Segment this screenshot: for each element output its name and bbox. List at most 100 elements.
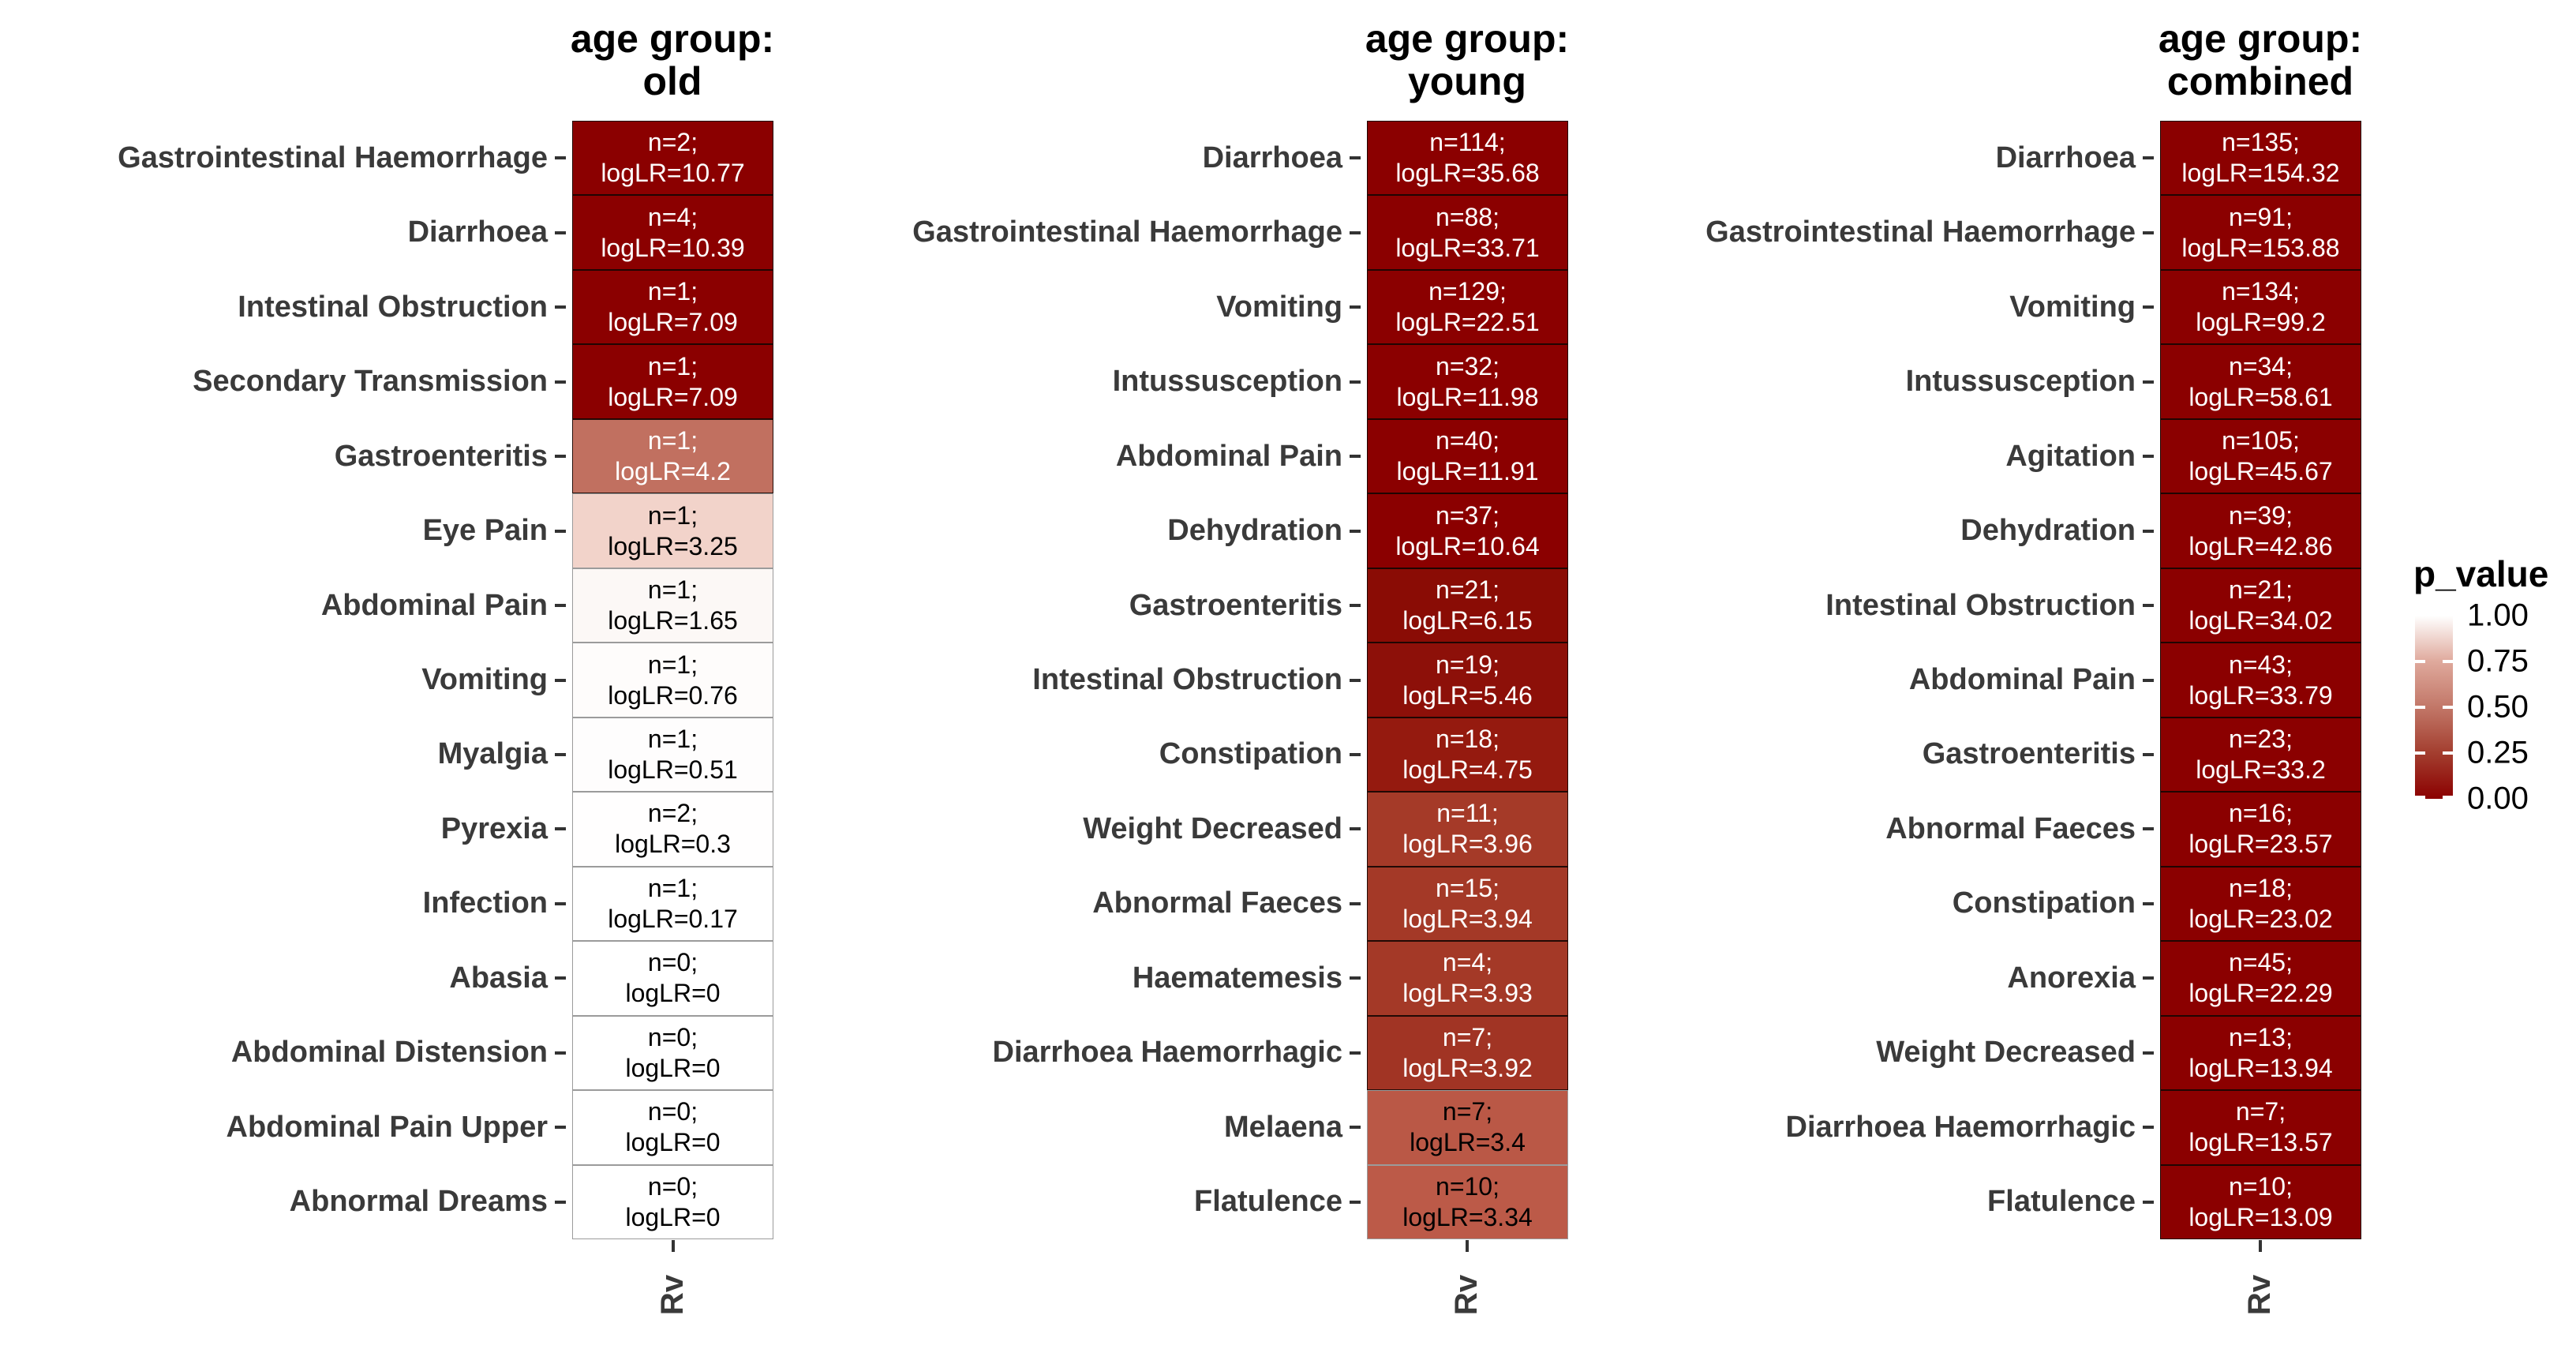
cell-n-text: n=10; xyxy=(2229,1171,2293,1201)
y-axis-label-text: Abasia xyxy=(449,961,548,995)
cell-n-text: n=32; xyxy=(1436,351,1500,380)
y-axis-tick xyxy=(1350,901,1361,905)
y-axis-label: Diarrhoea xyxy=(28,195,572,269)
y-axis-label: Abdominal Pain xyxy=(28,568,572,643)
cell-loglr-text: logLR=154.32 xyxy=(2181,159,2340,188)
y-axis-label-text: Gastroenteritis xyxy=(334,439,548,473)
y-axis-label-text: Vomiting xyxy=(421,663,548,697)
cell-n-text: n=0; xyxy=(647,1097,698,1126)
y-axis-label: Dehydration xyxy=(1608,493,2160,568)
cell-loglr-text: logLR=45.67 xyxy=(2188,457,2333,486)
legend-notch xyxy=(2443,706,2453,709)
heatmap-cell: n=7; logLR=13.57 xyxy=(2160,1090,2361,1165)
y-axis-label-text: Dehydration xyxy=(1167,514,1342,548)
heatmap-cell: n=4; logLR=3.93 xyxy=(1367,941,1568,1016)
legend-tick-label: 1.00 xyxy=(2467,598,2529,633)
cell-n-text: n=40; xyxy=(1436,426,1500,455)
legend-tick-label: 0.25 xyxy=(2467,735,2529,770)
y-axis-label: Vomiting xyxy=(1608,270,2160,344)
y-axis-tick xyxy=(2143,901,2154,905)
y-axis-label: Eye Pain xyxy=(28,493,572,568)
cell-loglr-text: logLR=0.17 xyxy=(608,904,738,933)
y-axis-label: Diarrhoea Haemorrhagic xyxy=(814,1016,1367,1090)
y-axis-label: Haematemesis xyxy=(814,941,1367,1015)
heatmap-cell: n=2; logLR=0.3 xyxy=(572,792,773,867)
x-axis-label: Rv xyxy=(1450,1258,1485,1331)
x-axis-label: Rv xyxy=(2243,1258,2278,1331)
y-axis-tick xyxy=(1350,678,1361,682)
y-axis-tick xyxy=(555,156,566,160)
cell-n-text: n=1; xyxy=(647,575,698,605)
heatmap-cell: n=1; logLR=7.09 xyxy=(572,269,773,345)
y-axis-label-text: Abdominal Pain xyxy=(1115,439,1342,473)
y-axis-label: Abdominal Pain xyxy=(1608,643,2160,717)
heatmap-cell: n=0; logLR=0 xyxy=(572,1164,773,1240)
cell-n-text: n=23; xyxy=(2229,724,2293,753)
cell-loglr-text: logLR=3.96 xyxy=(1402,830,1533,859)
cell-loglr-text: logLR=153.88 xyxy=(2181,233,2340,262)
y-axis-label: Dehydration xyxy=(814,493,1367,568)
heatmap-cell: n=1; logLR=3.25 xyxy=(572,493,773,568)
y-axis-tick xyxy=(2143,156,2154,160)
cell-n-text: n=1; xyxy=(647,277,698,306)
cell-loglr-text: logLR=42.86 xyxy=(2188,531,2333,560)
cell-loglr-text: logLR=0 xyxy=(625,979,721,1008)
y-axis-label: Constipation xyxy=(1608,867,2160,941)
y-axis-label-text: Eye Pain xyxy=(422,514,548,548)
y-axis-tick xyxy=(555,604,566,608)
y-axis-tick xyxy=(1350,1200,1361,1204)
heatmap-cell: n=134; logLR=99.2 xyxy=(2160,269,2361,345)
facet-title-combined: age group: combined xyxy=(1945,17,2576,103)
cell-n-text: n=135; xyxy=(2222,128,2300,157)
y-axis-tick xyxy=(1350,1051,1361,1055)
heatmap-cell: n=1; logLR=7.09 xyxy=(572,344,773,419)
cell-loglr-text: logLR=11.91 xyxy=(1396,457,1539,486)
facet-title-line1: age group: xyxy=(570,17,775,61)
y-axis-label: Gastroenteritis xyxy=(1608,718,2160,792)
cell-n-text: n=39; xyxy=(2229,500,2293,530)
cell-loglr-text: logLR=22.29 xyxy=(2188,979,2333,1008)
x-axis-label-text: Rv xyxy=(655,1274,691,1315)
cell-n-text: n=11; xyxy=(1436,799,1499,828)
cell-n-text: n=15; xyxy=(1436,873,1500,902)
heatmap-cell: n=45; logLR=22.29 xyxy=(2160,941,2361,1016)
y-axis-label: Infection xyxy=(28,867,572,941)
heatmap-cell: n=105; logLR=45.67 xyxy=(2160,418,2361,494)
y-axis-label-text: Pyrexia xyxy=(440,811,548,845)
heatmap-cell: n=135; logLR=154.32 xyxy=(2160,121,2361,196)
cell-n-text: n=13; xyxy=(2229,1022,2293,1051)
y-axis-tick xyxy=(2143,529,2154,533)
y-axis-tick xyxy=(555,827,566,831)
heatmap-cell: n=7; logLR=3.92 xyxy=(1367,1015,1568,1091)
cell-loglr-text: logLR=22.51 xyxy=(1395,308,1540,337)
facet-panel-combined: Diarrhoea n=135; logLR=154.32 Gastrointe… xyxy=(1608,121,2361,1240)
cell-n-text: n=1; xyxy=(647,351,698,380)
facet-title-line2: old xyxy=(642,59,702,103)
cell-loglr-text: logLR=6.15 xyxy=(1402,606,1533,635)
cell-loglr-text: logLR=0.3 xyxy=(615,830,731,859)
cell-n-text: n=21; xyxy=(1436,575,1500,605)
heatmap-cell: n=39; logLR=42.86 xyxy=(2160,493,2361,568)
cell-loglr-text: logLR=1.65 xyxy=(608,606,738,635)
heatmap-cell: n=32; logLR=11.98 xyxy=(1367,344,1568,419)
cell-loglr-text: logLR=99.2 xyxy=(2196,308,2326,337)
y-axis-label: Vomiting xyxy=(28,643,572,717)
y-axis-tick xyxy=(555,305,566,309)
y-axis-tick xyxy=(555,1126,566,1130)
cell-n-text: n=4; xyxy=(647,202,698,231)
cell-loglr-text: logLR=0.51 xyxy=(608,755,738,784)
cell-loglr-text: logLR=58.61 xyxy=(2188,382,2333,411)
heatmap-cell: n=16; logLR=23.57 xyxy=(2160,792,2361,867)
y-axis-tick xyxy=(555,230,566,234)
heatmap-cell: n=43; logLR=33.79 xyxy=(2160,643,2361,718)
cell-n-text: n=2; xyxy=(647,128,698,157)
cell-loglr-text: logLR=13.09 xyxy=(2188,1202,2333,1231)
heatmap-cell: n=15; logLR=3.94 xyxy=(1367,866,1568,942)
legend-notch xyxy=(2415,660,2425,663)
y-axis-label-text: Constipation xyxy=(1159,737,1342,771)
y-axis-label: Abasia xyxy=(28,941,572,1015)
cell-loglr-text: logLR=33.71 xyxy=(1395,233,1540,262)
heatmap-cell: n=88; logLR=33.71 xyxy=(1367,195,1568,270)
y-axis-tick xyxy=(1350,604,1361,608)
